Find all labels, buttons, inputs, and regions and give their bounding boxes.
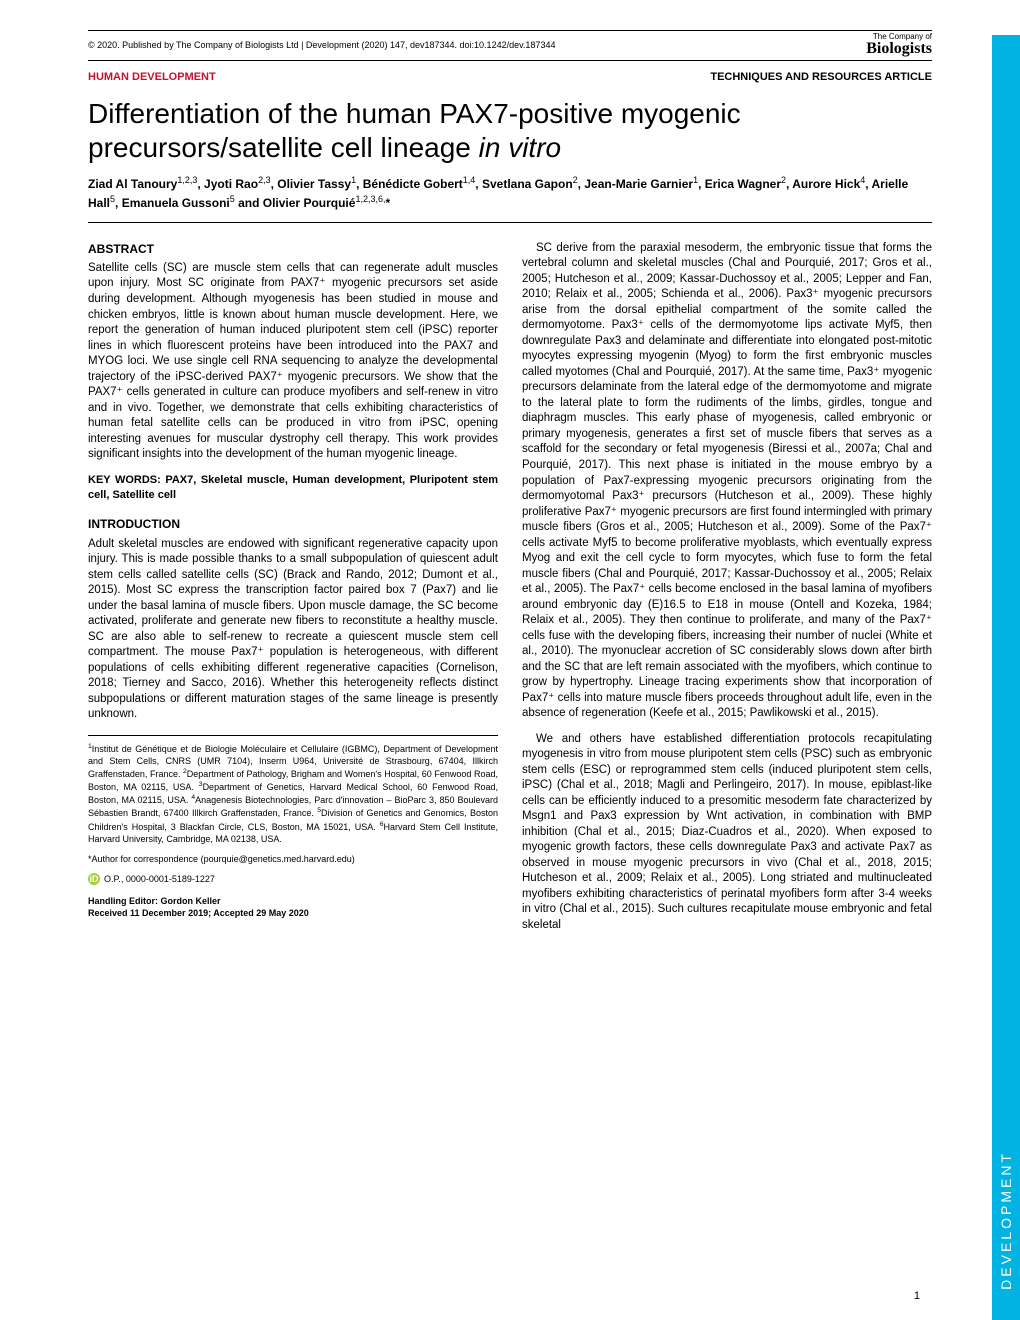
affiliations: 1Institut de Génétique et de Biologie Mo… <box>88 735 498 845</box>
side-tab-label: DEVELOPMENT <box>998 1151 1014 1290</box>
publisher-logo: The Company of Biologists <box>866 33 932 57</box>
section-label-right: TECHNIQUES AND RESOURCES ARTICLE <box>710 71 932 83</box>
section-labels: HUMAN DEVELOPMENT TECHNIQUES AND RESOURC… <box>88 71 932 83</box>
two-column-body: ABSTRACT Satellite cells (SC) are muscle… <box>88 241 932 944</box>
left-column: ABSTRACT Satellite cells (SC) are muscle… <box>88 241 498 944</box>
article-title: Differentiation of the human PAX7-positi… <box>88 97 932 164</box>
header-rule <box>88 60 932 61</box>
header-row: © 2020. Published by The Company of Biol… <box>88 33 932 57</box>
logo-main: Biologists <box>866 41 932 57</box>
orcid-text: O.P., 0000-0001-5189-1227 <box>104 873 215 885</box>
right-p2: We and others have established different… <box>522 732 932 934</box>
title-italic: in vitro <box>479 132 561 163</box>
orcid-line: iD O.P., 0000-0001-5189-1227 <box>88 873 498 885</box>
intro-p1: Adult skeletal muscles are endowed with … <box>88 537 498 723</box>
handling-dates: Received 11 December 2019; Accepted 29 M… <box>88 907 498 919</box>
page-number: 1 <box>914 1290 920 1302</box>
abstract-body: Satellite cells (SC) are muscle stem cel… <box>88 261 498 463</box>
section-label-left: HUMAN DEVELOPMENT <box>88 71 216 83</box>
journal-side-tab: DEVELOPMENT <box>992 35 1020 1320</box>
title-rule <box>88 222 932 223</box>
handling-editor-block: Handling Editor: Gordon Keller Received … <box>88 895 498 919</box>
title-text: Differentiation of the human PAX7-positi… <box>88 98 741 163</box>
orcid-icon: iD <box>88 873 100 885</box>
right-column: SC derive from the paraxial mesoderm, th… <box>522 241 932 944</box>
intro-heading: INTRODUCTION <box>88 516 498 532</box>
keywords: KEY WORDS: PAX7, Skeletal muscle, Human … <box>88 473 498 503</box>
right-p1: SC derive from the paraxial mesoderm, th… <box>522 241 932 722</box>
author-list: Ziad Al Tanoury1,2,3, Jyoti Rao2,3, Oliv… <box>88 174 932 212</box>
handling-editor: Handling Editor: Gordon Keller <box>88 895 498 907</box>
correspondence: *Author for correspondence (pourquie@gen… <box>88 853 498 865</box>
top-rule <box>88 30 932 31</box>
copyright-line: © 2020. Published by The Company of Biol… <box>88 40 555 50</box>
abstract-heading: ABSTRACT <box>88 241 498 257</box>
